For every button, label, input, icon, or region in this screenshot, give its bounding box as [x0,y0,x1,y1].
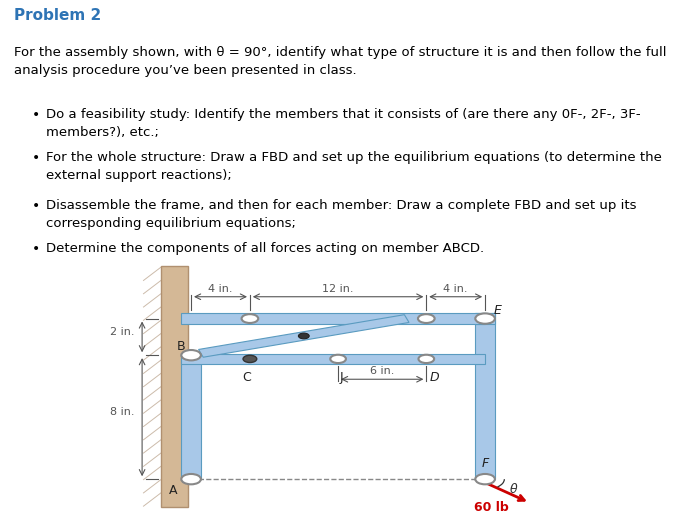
Text: For the assembly shown, with θ = 90°, identify what type of structure it is and : For the assembly shown, with θ = 90°, id… [14,46,666,77]
Text: θ: θ [510,483,517,496]
Text: C: C [242,371,251,384]
Bar [181,354,485,364]
Bar [161,266,188,507]
Circle shape [475,474,495,484]
Circle shape [419,355,434,363]
Text: E: E [494,304,502,316]
Text: 4 in.: 4 in. [444,284,468,294]
Text: 8 in.: 8 in. [110,407,134,417]
Text: 2 in.: 2 in. [110,327,134,337]
Text: A: A [169,484,178,497]
Text: Determine the components of all forces acting on member ABCD.: Determine the components of all forces a… [46,242,484,255]
Circle shape [418,314,435,323]
Circle shape [243,355,257,363]
Text: F: F [482,457,489,470]
Text: Disassemble the frame, and then for each member: Draw a complete FBD and set up : Disassemble the frame, and then for each… [46,199,636,231]
Text: D: D [430,371,440,384]
Bar [475,313,495,324]
Polygon shape [199,315,409,357]
Text: 60 lb: 60 lb [474,501,508,514]
Text: Do a feasibility study: Identify the members that it consists of (are there any : Do a feasibility study: Identify the mem… [46,108,640,139]
Circle shape [181,350,201,361]
Text: Problem 2: Problem 2 [14,8,101,23]
Circle shape [330,355,346,363]
Text: J: J [340,371,343,384]
Text: For the whole structure: Draw a FBD and set up the equilibrium equations (to det: For the whole structure: Draw a FBD and … [46,151,661,182]
Text: •: • [32,108,40,122]
Circle shape [475,313,495,324]
Text: 4 in.: 4 in. [209,284,232,294]
Circle shape [181,474,201,484]
Bar [181,355,201,479]
Text: 12 in.: 12 in. [322,284,354,294]
Circle shape [298,333,309,339]
Text: 6 in.: 6 in. [370,366,394,376]
Bar [181,313,485,324]
Text: •: • [32,242,40,256]
Text: B: B [177,340,186,353]
Bar [475,313,495,479]
Text: •: • [32,151,40,165]
Circle shape [241,314,258,323]
Text: •: • [32,199,40,213]
